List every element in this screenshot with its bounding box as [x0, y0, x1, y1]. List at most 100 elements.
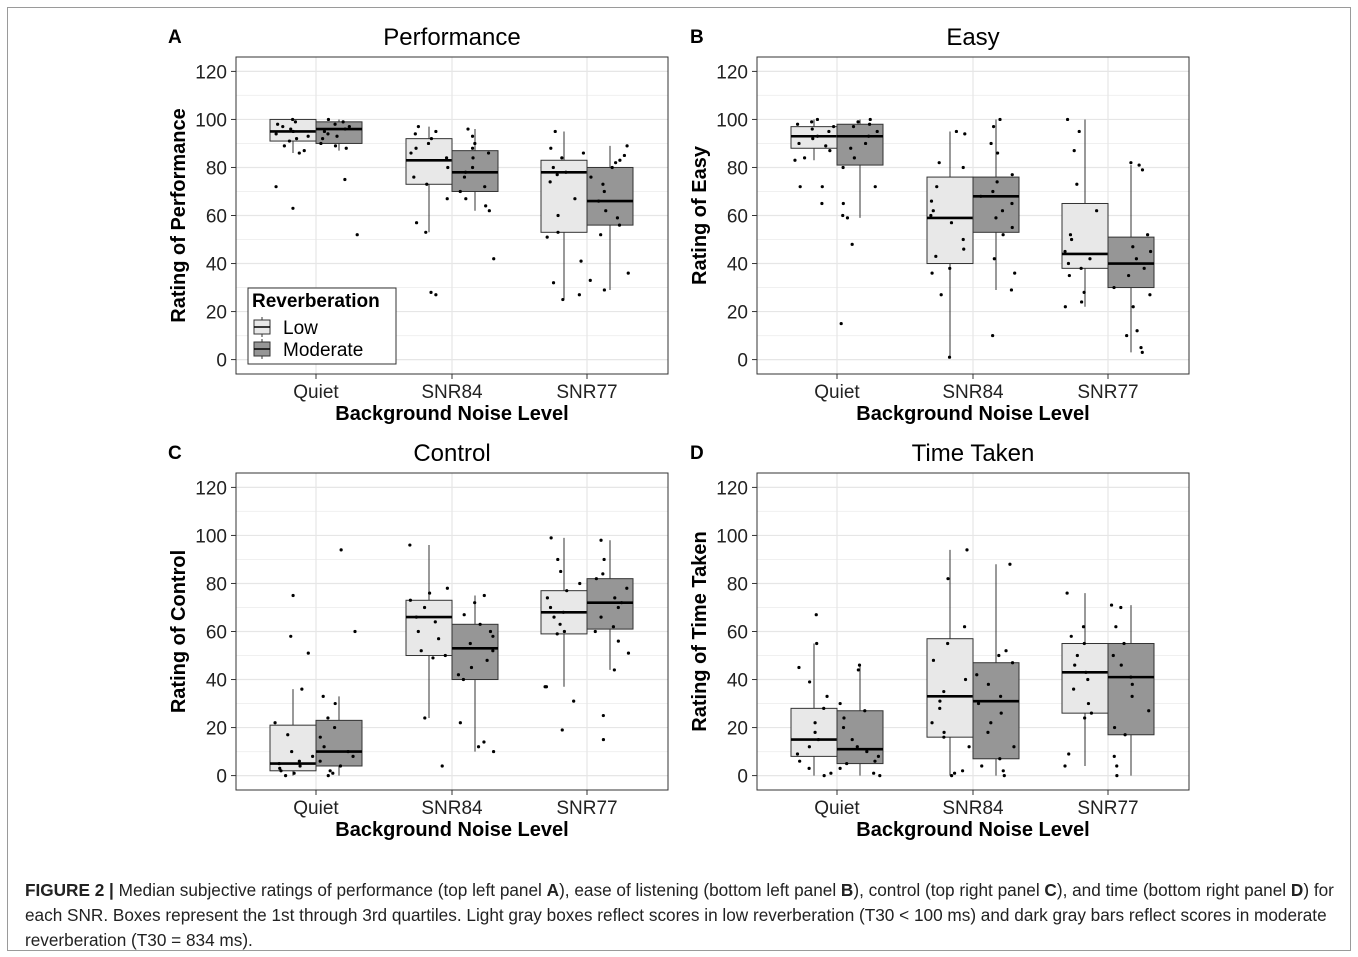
x-axis-label: Background Noise Level [335, 819, 568, 841]
box-body [586, 166, 634, 226]
data-point [798, 759, 802, 763]
data-point [935, 185, 939, 189]
data-point [555, 632, 559, 636]
data-point [552, 615, 556, 619]
data-point [1008, 562, 1012, 566]
data-point [1009, 288, 1014, 292]
y-tick-label: 120 [716, 62, 748, 83]
data-point [473, 141, 477, 146]
data-point [298, 764, 302, 768]
data-point [813, 730, 817, 734]
data-point [850, 242, 854, 246]
data-point [1002, 773, 1006, 778]
data-point [551, 165, 555, 170]
box-low-snr84 [405, 125, 453, 297]
legend-frame [247, 287, 397, 365]
data-point [827, 129, 831, 134]
data-point [1069, 634, 1073, 638]
caption-text: ), control (top right panel [853, 880, 1045, 900]
legend-label: Moderate [283, 340, 363, 361]
data-point [841, 201, 845, 206]
panel-letter: B [690, 27, 704, 48]
data-point [950, 773, 954, 778]
data-point [986, 682, 990, 686]
data-point [615, 216, 620, 220]
data-point [946, 641, 950, 646]
data-point [1129, 675, 1133, 679]
data-point [1065, 117, 1070, 122]
data-point [346, 749, 350, 754]
data-point [1122, 641, 1126, 646]
data-point [931, 658, 936, 662]
data-point [998, 757, 1002, 761]
data-point [577, 293, 581, 297]
data-point [431, 656, 435, 660]
data-point [594, 577, 598, 581]
data-point [289, 127, 293, 131]
data-point [601, 182, 605, 186]
data-point [878, 773, 882, 778]
data-point [810, 120, 814, 124]
data-point [807, 745, 811, 749]
caption-panel-ref: D [1290, 880, 1304, 900]
y-tick-label: 80 [206, 158, 227, 179]
data-point [281, 125, 285, 129]
box-low-snr84 [926, 129, 974, 359]
data-point [561, 297, 565, 302]
data-point [863, 141, 868, 146]
data-point [446, 165, 450, 170]
x-tick-label: SNR84 [421, 798, 483, 819]
box-low-snr77 [1061, 117, 1109, 309]
box-body [972, 662, 1020, 760]
data-point [1072, 149, 1076, 153]
data-point [413, 132, 417, 136]
data-point [291, 206, 295, 210]
data-point [1013, 271, 1017, 275]
y-tick-label: 60 [727, 207, 748, 228]
data-point [967, 745, 971, 749]
data-point [278, 766, 282, 770]
data-point [277, 761, 281, 766]
data-point [445, 586, 449, 590]
data-point [279, 769, 283, 773]
data-point [425, 182, 429, 186]
box-moderate-snr84 [972, 117, 1020, 338]
data-point [613, 596, 617, 600]
data-point [338, 764, 343, 768]
data-point [276, 122, 280, 126]
data-point [333, 725, 337, 730]
data-point [841, 165, 845, 170]
data-point [602, 557, 606, 562]
panel-letter: D [690, 443, 704, 464]
y-axis-label: Rating of Performance [168, 108, 190, 322]
data-point [845, 761, 849, 766]
data-point [937, 161, 941, 165]
data-point [965, 548, 969, 552]
data-point [930, 721, 934, 725]
x-tick-label: SNR77 [556, 382, 617, 403]
data-point [1063, 764, 1067, 768]
x-tick-label: SNR77 [1077, 798, 1138, 819]
data-point [1115, 773, 1119, 778]
box-low-snr84 [405, 543, 453, 768]
data-point [601, 713, 605, 718]
data-point [560, 728, 564, 732]
data-point [942, 730, 946, 734]
data-point [419, 649, 423, 653]
data-point [856, 668, 860, 672]
data-point [1147, 709, 1151, 713]
data-point [1148, 249, 1153, 254]
x-tick-label: Quiet [814, 798, 860, 819]
data-point [343, 127, 347, 131]
data-point [1063, 305, 1067, 309]
data-point [1082, 290, 1086, 294]
y-axis-label: Rating of Control [168, 550, 190, 713]
chart-panel-A: 0 20 40 60 80 100 120 Quiet SNR84 SNR77Background… [168, 24, 669, 425]
data-point [559, 569, 563, 574]
data-point [873, 759, 877, 763]
data-point [1075, 653, 1079, 658]
data-point [873, 185, 877, 189]
x-tick-label: SNR77 [556, 798, 617, 819]
data-point [1130, 694, 1134, 698]
box-body [1061, 643, 1109, 714]
